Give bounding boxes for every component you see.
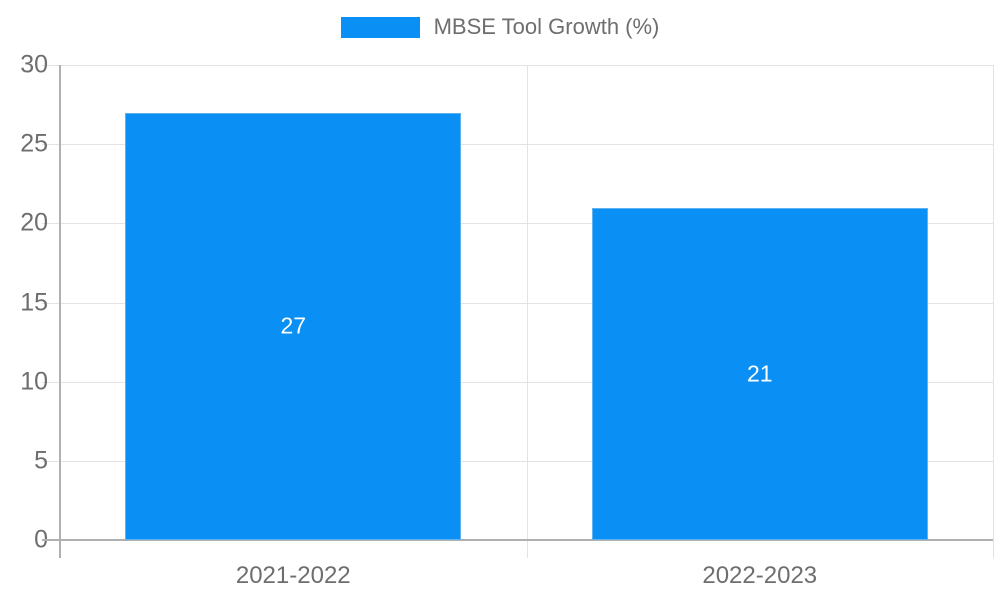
bar-value-label-2021-2022: 27 [280,312,307,339]
gridline-y-5 [42,460,993,462]
ytick-label-30: 30 [20,50,48,79]
xtick-label-2022-2023: 2022-2023 [702,562,818,589]
gridline-x-2 [993,65,994,558]
gridline-y-15 [42,302,993,304]
x-axis-line [42,539,993,541]
bar-2022-2023[interactable] [591,207,928,540]
bar-2021-2022[interactable] [125,112,462,540]
gridline-y-20 [42,223,993,225]
ytick-label-20: 20 [20,208,48,237]
ytick-label-15: 15 [20,288,48,316]
chart-legend[interactable]: MBSE Tool Growth (%) [0,14,1000,40]
legend-label: MBSE Tool Growth (%) [433,14,660,39]
legend-swatch [340,16,420,38]
gridline-x-1 [526,65,528,558]
xtick-label-2021-2022: 2021-2022 [235,562,351,589]
gridline-y-25 [42,144,993,146]
gridline-y-10 [42,381,993,383]
gridline-y-30 [42,65,993,66]
y-axis-line [59,65,61,558]
ytick-label-0: 0 [34,525,48,554]
bar-value-label-2022-2023: 21 [746,360,773,387]
ytick-label-25: 25 [20,129,48,158]
ytick-label-10: 10 [20,367,48,396]
ytick-label-5: 5 [34,446,48,475]
